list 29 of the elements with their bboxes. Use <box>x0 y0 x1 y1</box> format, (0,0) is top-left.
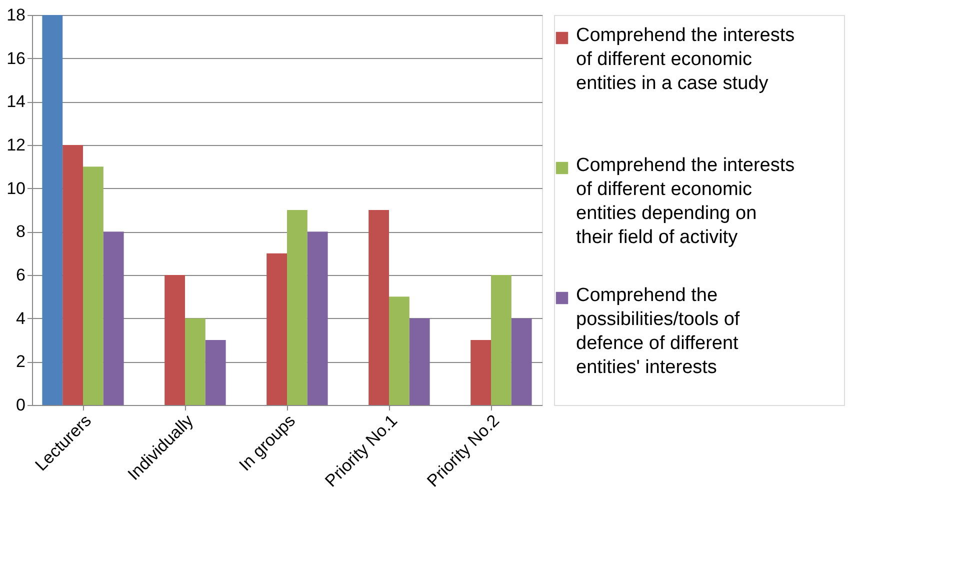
y-tick-label: 4 <box>16 308 26 328</box>
bar <box>491 275 512 405</box>
y-tick-label: 2 <box>16 352 26 372</box>
y-tick-label: 14 <box>6 92 26 112</box>
bar <box>62 145 83 405</box>
y-tick-label: 10 <box>6 178 26 198</box>
y-tick-label: 16 <box>6 48 26 68</box>
bar <box>185 318 206 405</box>
bar <box>511 318 532 405</box>
bar <box>266 253 287 405</box>
bar <box>389 296 410 405</box>
y-tick-label: 0 <box>16 396 26 414</box>
legend-label: Comprehend the interests of different economic entities in a case study <box>576 25 795 94</box>
bar <box>470 340 491 405</box>
bar <box>164 275 185 405</box>
bar <box>368 210 389 405</box>
legend-label: Comprehend the interests of different economic entities depending on their field of activity <box>576 155 795 248</box>
bar <box>42 15 63 405</box>
y-tick-label: 12 <box>6 136 26 154</box>
bar <box>409 318 430 405</box>
y-tick-label: 8 <box>16 222 26 242</box>
bar <box>287 210 308 405</box>
y-tick-label: 18 <box>6 6 26 24</box>
bar <box>103 232 124 405</box>
bar <box>307 232 328 405</box>
y-tick-label: 6 <box>16 266 26 284</box>
legend-label: Comprehend the possibilities/tools of defence of different entities' interests <box>576 285 740 378</box>
bar <box>83 166 104 405</box>
bar <box>205 340 226 405</box>
